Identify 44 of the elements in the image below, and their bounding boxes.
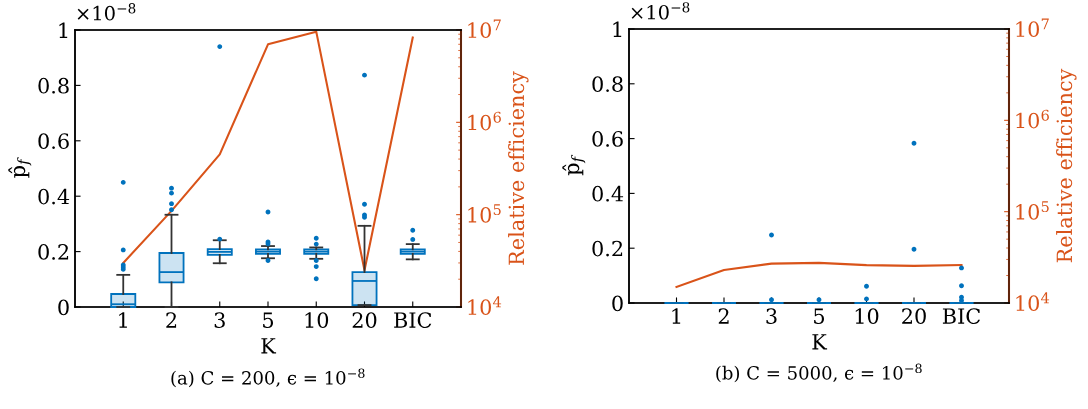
y-tick-label: 0.6: [592, 131, 623, 147]
y-tick-label: 1: [613, 21, 622, 37]
y-axis-title: p̂$_{f}$: [562, 154, 586, 176]
y2-tick-label: 10$^{4}$: [1016, 292, 1050, 312]
y2-tick-label: 10$^{7}$: [1016, 18, 1049, 38]
x-tick-label: 2: [166, 312, 177, 328]
y2-tick-label: 10$^{5}$: [468, 204, 501, 223]
x-tick-label: 1: [672, 308, 681, 324]
y-tick-label: 0.2: [592, 240, 623, 257]
text: (b) C = 5000, ϵ = 10$^{−8}$: [716, 363, 922, 383]
y-tick-label: 0.8: [592, 76, 623, 93]
x-tick-label: 1: [119, 312, 127, 328]
y2-tick-label: 10$^{7}$: [468, 19, 501, 39]
y-tick-label: 0.8: [38, 77, 69, 94]
x-axis-title: K: [812, 334, 828, 350]
y2-tick-label: 10$^{6}$: [468, 111, 501, 131]
text: (a) C = 200, ϵ = 10$^{−8}$: [171, 368, 365, 388]
x-tick-label: BIC: [942, 308, 980, 324]
y2-tick-label: 10$^{6}$: [1016, 109, 1049, 129]
x-tick-label: 5: [263, 312, 274, 328]
y-tick-label: 0.4: [592, 185, 624, 202]
y-tick-label: 0: [58, 299, 69, 316]
text: ×10$^{−8}$: [631, 2, 690, 20]
x-tick-label: BIC: [394, 312, 432, 328]
y-tick-label: 0.6: [38, 133, 69, 150]
text: ×10$^{−8}$: [77, 3, 136, 21]
y2-axis-title: Relative efficiency: [1056, 68, 1077, 263]
y2-axis-title: Relative efficiency: [508, 71, 529, 265]
x-tick-label: 20: [902, 308, 926, 324]
y2-tick-label: 10$^{4}$: [468, 296, 502, 316]
x-tick-label: 2: [718, 308, 729, 324]
x-tick-label: 3: [214, 312, 225, 328]
x-tick-label: 5: [814, 308, 825, 324]
x-tick-label: 10: [305, 312, 329, 328]
x-tick-label: 10: [855, 308, 879, 324]
x-tick-label: 3: [766, 308, 777, 324]
y-tick-label: 0.2: [38, 244, 69, 260]
y-tick-label: 0: [612, 295, 623, 312]
y2-tick-label: 10$^{5}$: [1016, 201, 1049, 220]
y-axis-title: p̂$_{f}$: [8, 157, 32, 178]
x-axis-title: K: [261, 338, 277, 354]
x-tick-label: 20: [352, 312, 377, 328]
y-tick-label: 1: [59, 22, 68, 38]
y-tick-label: 0.4: [38, 188, 70, 205]
